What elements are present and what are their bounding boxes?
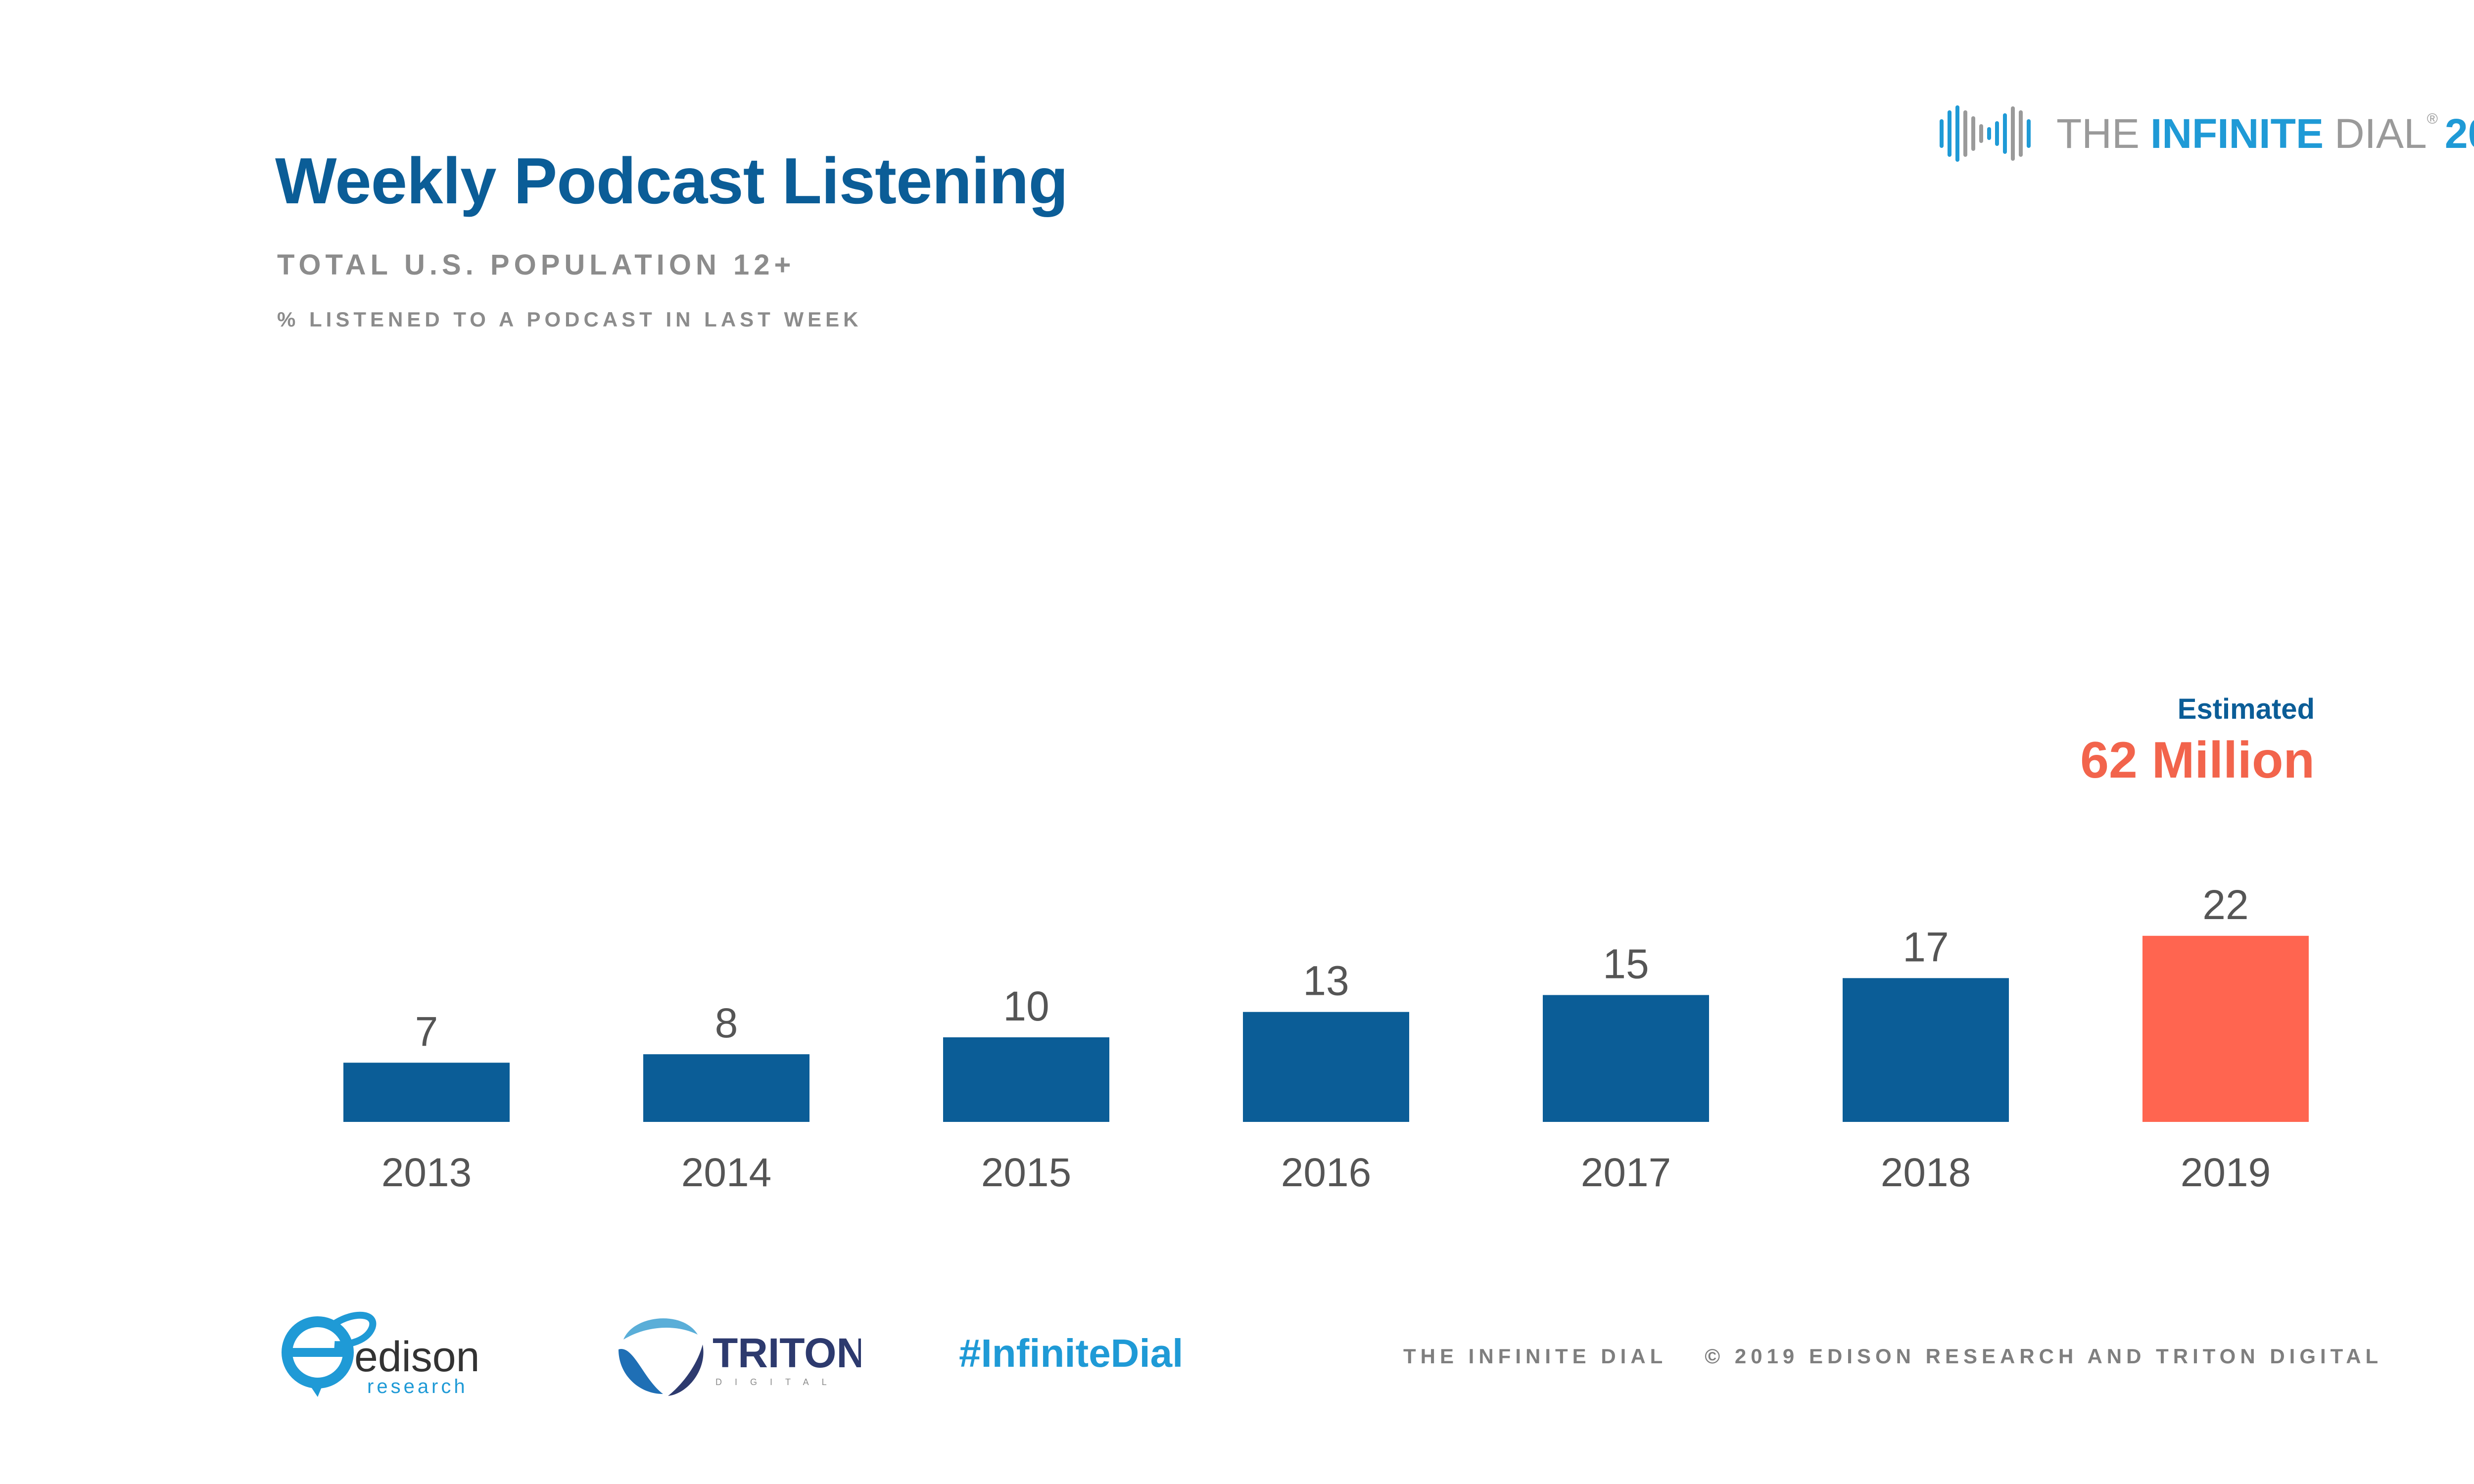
triton-logo-tagline: DIGITAL (715, 1377, 840, 1387)
bar-2013 (343, 1063, 510, 1122)
footer-source-name: THE INFINITE DIAL (1403, 1345, 1667, 1368)
value-label-2018: 17 (1903, 924, 1949, 970)
footer-copyright: © 2019 EDISON RESEARCH AND TRITON DIGITA… (1705, 1345, 2383, 1368)
category-label-2013: 2013 (381, 1150, 472, 1195)
edison-logo-tagline: research (367, 1376, 468, 1397)
brand-infinite-text: INFINITE (2150, 110, 2324, 157)
footer-credits: THE INFINITE DIAL © 2019 EDISON RESEARCH… (1403, 1345, 2382, 1368)
value-label-2016: 13 (1303, 958, 1349, 1004)
value-label-2013: 7 (415, 1008, 438, 1055)
bar-2019 (2142, 935, 2309, 1122)
hashtag-link[interactable]: #InfiniteDial (959, 1331, 1184, 1375)
page-title: Weekly Podcast Listening (275, 144, 1068, 217)
triton-logo-word: TRITON (713, 1330, 861, 1376)
category-label-2019: 2019 (2181, 1150, 2271, 1195)
edison-logo: edison research (282, 1311, 479, 1397)
value-label-2019: 22 (2202, 881, 2248, 928)
bar-2014 (643, 1054, 809, 1122)
infinite-dial-brand: THE INFINITE DIAL ® 2019 (1935, 99, 2474, 168)
population-subtitle: TOTAL U.S. POPULATION 12+ (277, 249, 796, 281)
value-label-2014: 8 (715, 1000, 738, 1046)
category-label-2018: 2018 (1881, 1150, 1971, 1195)
estimate-label: Estimated (2177, 693, 2315, 725)
category-label-2017: 2017 (1581, 1150, 1671, 1195)
infinity-wave-icon (1940, 105, 2031, 162)
bar-2018 (1843, 978, 2009, 1122)
bar-2015 (943, 1037, 1109, 1122)
value-label-2017: 15 (1603, 941, 1649, 987)
brand-registered-mark: ® (2426, 111, 2438, 127)
triton-logo-icon (618, 1318, 704, 1396)
edison-logo-icon (282, 1311, 377, 1397)
estimate-value: 62 Million (2080, 732, 2315, 789)
category-label-2016: 2016 (1281, 1150, 1371, 1195)
value-label-2015: 10 (1003, 983, 1049, 1029)
triton-logo: TRITON DIGITAL (618, 1318, 861, 1396)
brand-dial-text: DIAL (2334, 110, 2427, 157)
category-label-2014: 2014 (681, 1150, 771, 1195)
category-label-2015: 2015 (981, 1150, 1071, 1195)
brand-year-text: 2019 (2444, 110, 2474, 157)
brand-the-text: THE (2056, 110, 2140, 157)
bar-2016 (1243, 1012, 1409, 1122)
edison-logo-word: edison (354, 1333, 479, 1381)
bar-2017 (1543, 995, 1709, 1122)
metric-description: % LISTENED TO A PODCAST IN LAST WEEK (277, 308, 862, 331)
